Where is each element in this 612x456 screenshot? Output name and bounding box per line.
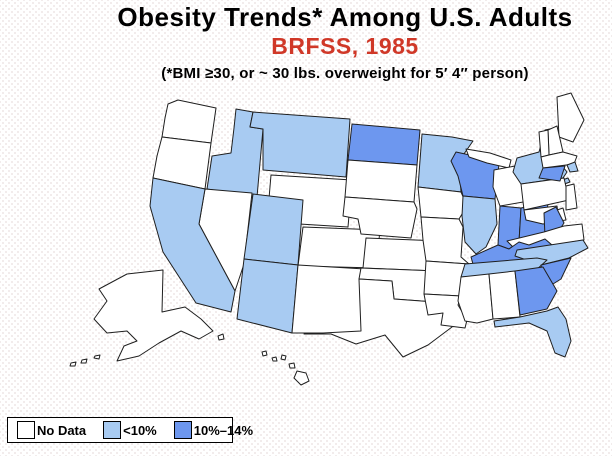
slide-subtitle: BRFSS, 1985 bbox=[271, 33, 419, 60]
state-NM bbox=[291, 264, 366, 334]
bmi-footnote: (*BMI ≥30, or ~ 30 lbs. overweight for 5… bbox=[161, 65, 529, 83]
state-HI-island bbox=[280, 354, 287, 361]
state-AK-island bbox=[217, 333, 225, 341]
state-CT bbox=[538, 165, 566, 182]
legend-item-10-14: 10%–14% bbox=[173, 421, 257, 439]
state-VT bbox=[538, 129, 550, 158]
legend-label-lt10: <10% bbox=[123, 422, 157, 438]
slide-title: Obesity Trends* Among U.S. Adults bbox=[117, 2, 573, 32]
state-AK-island bbox=[93, 354, 101, 360]
state-AK bbox=[93, 269, 214, 362]
state-MS bbox=[457, 273, 494, 324]
state-AK-island bbox=[80, 358, 88, 364]
state-SD bbox=[344, 159, 418, 203]
state-IL bbox=[461, 195, 498, 255]
no-data-swatch bbox=[17, 421, 35, 439]
state-AK-island bbox=[69, 361, 77, 367]
state-NJ bbox=[565, 183, 578, 211]
state-RI bbox=[566, 161, 579, 173]
map-legend: No Data <10% 10%–14% bbox=[7, 417, 253, 443]
state-HI-island bbox=[261, 350, 268, 357]
state-TX bbox=[303, 278, 453, 358]
state-CA bbox=[149, 177, 236, 313]
state-UT bbox=[243, 193, 304, 266]
legend-label-10-14: 10%–14% bbox=[193, 422, 254, 438]
slide-header: Obesity Trends* Among U.S. Adults BRFSS,… bbox=[0, 2, 612, 83]
state-HI-island bbox=[288, 362, 296, 369]
state-IA bbox=[417, 186, 468, 220]
state-ME bbox=[556, 92, 585, 143]
state-PA bbox=[520, 177, 570, 211]
legend-item-lt10: <10% bbox=[103, 421, 171, 439]
state-WA bbox=[161, 99, 217, 144]
legend-label-no-data: No Data bbox=[37, 422, 87, 438]
state-ND bbox=[347, 123, 421, 166]
lt10-swatch bbox=[103, 421, 122, 439]
state-MO bbox=[420, 216, 470, 265]
state-HI-island bbox=[293, 370, 310, 386]
state-HI-island bbox=[271, 356, 278, 362]
state-MT bbox=[249, 111, 351, 178]
state-AZ bbox=[236, 258, 299, 334]
state-NE bbox=[342, 196, 418, 239]
b10-14-swatch bbox=[173, 421, 192, 439]
state-GA bbox=[514, 266, 558, 316]
legend-item-no-data: No Data bbox=[17, 421, 100, 439]
state-FL bbox=[493, 306, 572, 358]
